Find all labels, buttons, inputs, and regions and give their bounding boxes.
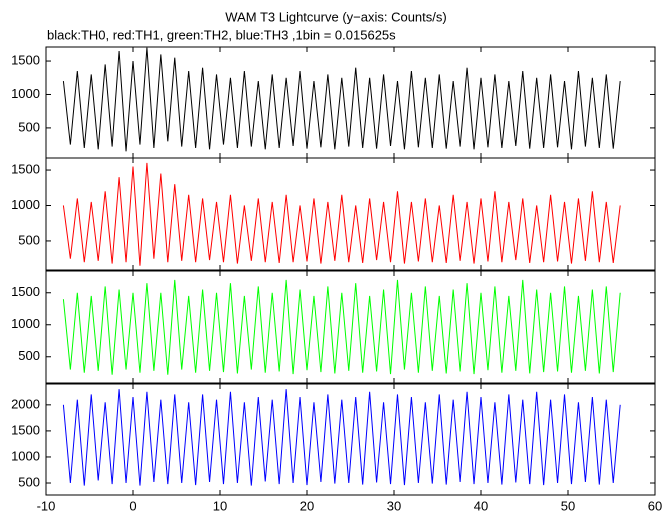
panel-frame (45, 383, 656, 496)
x-tick-label: 20 (300, 498, 314, 513)
y-tick-label: 1500 (11, 284, 40, 299)
y-tick-label: 1000 (11, 197, 40, 212)
lightcurve (62, 389, 621, 486)
y-tick-label: 500 (18, 119, 40, 134)
y-tick-label: 1500 (11, 422, 40, 437)
y-tick-label: 1500 (11, 161, 40, 176)
y-tick-label: 1500 (11, 52, 40, 67)
x-tick-label: 0 (129, 498, 136, 513)
y-tick-label: 1000 (11, 86, 40, 101)
y-tick-label: 500 (18, 474, 40, 489)
x-tick-label: 40 (474, 498, 488, 513)
y-tick-label: 500 (18, 348, 40, 363)
y-tick-label: 2000 (11, 396, 40, 411)
panel-frame (45, 46, 656, 159)
lightcurve (62, 47, 621, 152)
y-tick-label: 1000 (11, 316, 40, 331)
lightcurve (62, 162, 621, 266)
panel-frame (45, 157, 656, 271)
y-tick-label: 1000 (11, 448, 40, 463)
panel-frame (45, 270, 656, 384)
x-tick-label: 10 (213, 498, 227, 513)
x-tick-label: -10 (37, 498, 56, 513)
chart-subtitle: black:TH0, red:TH1, green:TH2, blue:TH3 … (47, 27, 396, 42)
x-tick-label: 50 (561, 498, 575, 513)
chart-title: WAM T3 Lightcurve (y−axis: Counts/s) (225, 9, 446, 24)
x-tick-label: 30 (387, 498, 401, 513)
y-tick-label: 500 (18, 232, 40, 247)
lightcurve (62, 279, 621, 375)
x-tick-label: 60 (648, 498, 662, 513)
